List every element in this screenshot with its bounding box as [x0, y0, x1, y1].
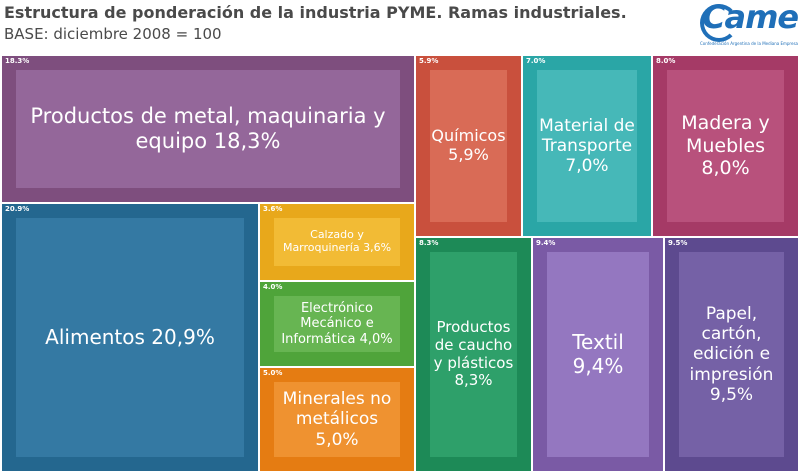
- tile-inner-metal: [16, 70, 400, 188]
- tile-caucho: 8.3% Productos de caucho y plásticos 8,3%: [416, 238, 531, 471]
- tile-value-label: 8.0%: [656, 57, 676, 65]
- tile-metal: 18.3% Productos de metal, maquinaria y equ…: [2, 56, 414, 202]
- tile-label: Productos de caucho y plásticos 8,3%: [433, 318, 514, 390]
- tile-value-label: 3.6%: [263, 205, 283, 213]
- tile-alimentos: 20.9% Alimentos 20,9%: [2, 204, 258, 471]
- tile-value-label: 8.3%: [419, 239, 439, 247]
- tile-value-label: 18.3%: [5, 57, 30, 65]
- tile-value-label: 9.4%: [536, 239, 556, 247]
- tile-value-label: 20.9%: [5, 205, 30, 213]
- tile-value-label: 5.0%: [263, 369, 283, 377]
- tile-inner-minerales: [274, 382, 400, 457]
- tile-value-label: 4.0%: [263, 283, 283, 291]
- tile-madera: 8.0% Madera y Muebles 8,0%: [653, 56, 798, 236]
- tile-inner-quimicos: [430, 70, 507, 222]
- logo-ring-icon: [700, 4, 738, 42]
- tile-label: Alimentos 20,9%: [45, 324, 215, 349]
- tile-inner-caucho: [430, 252, 517, 457]
- tile-electronico: 4.0% Electrónico Mecánico e Informática 4,0…: [260, 282, 414, 366]
- tile-label: Papel, cartón, edición e impresión 9,5%: [689, 304, 774, 405]
- tile-papel: 9.5% Papel, cartón, edición e impresión 9,5%: [665, 238, 798, 471]
- tile-label: Textil 9,4%: [572, 329, 624, 378]
- tile-label: Madera y Muebles 8,0%: [681, 112, 770, 180]
- chart-title: Estructura de ponderación de la industri…: [4, 3, 627, 22]
- tile-value-label: 5.9%: [419, 57, 439, 65]
- tile-value-label: 7.0%: [526, 57, 546, 65]
- tile-quimicos: 5.9% Químicos 5,9%: [416, 56, 521, 236]
- tile-inner-alimentos: [16, 218, 244, 457]
- tile-transporte: 7.0% Material de Transporte 7,0%: [523, 56, 651, 236]
- tile-inner-papel: [679, 252, 784, 457]
- tile-inner-madera: [667, 70, 784, 222]
- tile-calzado: 3.6% Calzado y Marroquinería 3,6%: [260, 204, 414, 280]
- tile-label: Calzado y Marroquinería 3,6%: [282, 228, 392, 254]
- tile-inner-calzado: [274, 218, 400, 266]
- tile-inner-electronico: [274, 296, 400, 352]
- tile-label: Minerales no metálicos 5,0%: [282, 389, 392, 450]
- logo-tagline: Confederación Argentina de la Mediana Em…: [700, 41, 798, 46]
- came-logo: Came Confederación Argentina de la Media…: [700, 0, 799, 54]
- chart-subtitle: BASE: diciembre 2008 = 100: [4, 25, 222, 43]
- tile-label: Material de Transporte 7,0%: [539, 115, 635, 177]
- logo-wordmark: Came: [702, 0, 799, 36]
- tile-minerales: 5.0% Minerales no metálicos 5,0%: [260, 368, 414, 471]
- tile-textil: 9.4% Textil 9,4%: [533, 238, 663, 471]
- tile-label: Químicos 5,9%: [431, 126, 506, 164]
- tile-inner-transporte: [537, 70, 637, 222]
- tile-label: Electrónico Mecánico e Informática 4,0%: [281, 301, 393, 347]
- tile-label: Productos de metal, maquinaria y equipo 1…: [30, 104, 386, 153]
- tile-value-label: 9.5%: [668, 239, 688, 247]
- tile-inner-textil: [547, 252, 649, 457]
